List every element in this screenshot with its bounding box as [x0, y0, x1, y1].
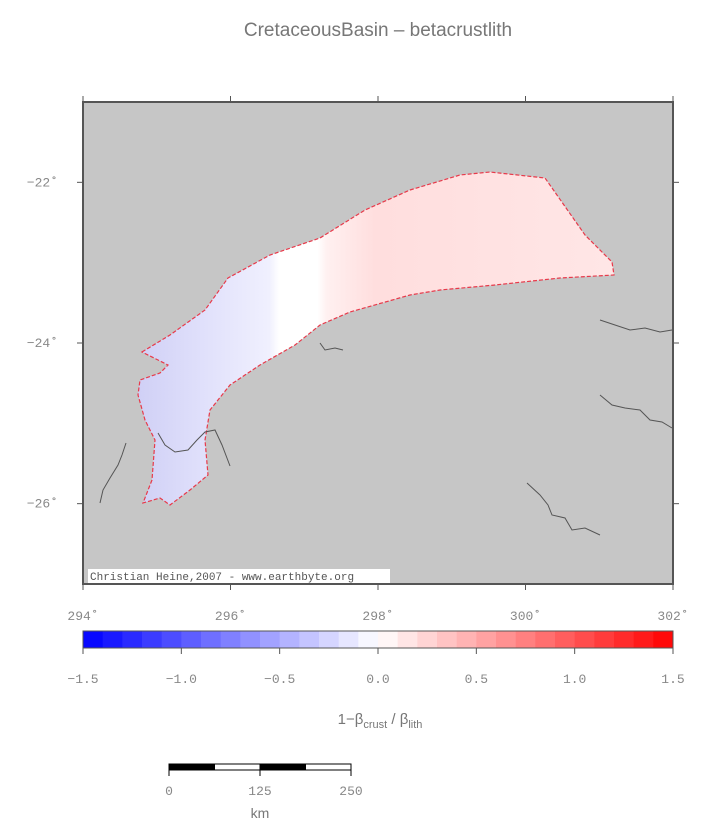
- lon-label: 296˚: [215, 609, 246, 624]
- scale-segment: [168, 763, 215, 771]
- colorbar-cell: [299, 631, 320, 648]
- colorbar-cell: [476, 631, 497, 648]
- colorbar-tick-label: 0.0: [366, 672, 389, 687]
- colorbar-cell: [417, 631, 438, 648]
- basin: [137, 171, 615, 506]
- colorbar-cell: [83, 631, 104, 648]
- colorbar-cell: [122, 631, 143, 648]
- credit: Christian Heine,2007 - www.earthbyte.org: [90, 572, 354, 584]
- label-part: / β: [387, 711, 409, 728]
- colorbar-cell: [220, 631, 241, 648]
- title: CretaceousBasin – betacrustlith: [244, 20, 512, 41]
- scale-label: 125: [248, 784, 271, 799]
- label-part: 1−β: [338, 711, 364, 728]
- colorbar-cell: [358, 631, 379, 648]
- colorbar-cell: [437, 631, 458, 648]
- colorbar-cell: [496, 631, 517, 648]
- colorbar-cell: [535, 631, 556, 648]
- colorbar-cell: [338, 631, 359, 648]
- colorbar-cell: [515, 631, 536, 648]
- colorbar-cell: [279, 631, 300, 648]
- scale-label: 250: [339, 784, 362, 799]
- lon-label: 300˚: [510, 609, 541, 624]
- colorbar-cell: [653, 631, 674, 648]
- scale-label: 0: [165, 784, 173, 799]
- lat-label: −22˚: [27, 175, 58, 190]
- colorbar-cell: [633, 631, 654, 648]
- lat-label: −26˚: [27, 497, 58, 512]
- colorbar-cell: [574, 631, 595, 648]
- colorbar-tick-label: 1.5: [661, 672, 684, 687]
- colorbar-cell: [456, 631, 477, 648]
- colorbar-cell: [397, 631, 418, 648]
- colorbar-cell: [240, 631, 261, 648]
- label-sub: crust: [363, 719, 387, 731]
- colorbar-cell: [142, 631, 163, 648]
- colorbar-tick-label: 1.0: [563, 672, 586, 687]
- colorbar-label: 1−βcrust / βlith: [338, 711, 423, 731]
- colorbar-tick-label: 0.5: [465, 672, 488, 687]
- credit-box: [88, 569, 390, 583]
- coastlines: [99, 319, 673, 536]
- scale-segment: [259, 763, 306, 771]
- colorbar-tick-label: −1.5: [67, 672, 98, 687]
- colorbar-cell: [260, 631, 281, 648]
- colorbar-cell: [319, 631, 340, 648]
- lon-label: 294˚: [67, 609, 98, 624]
- colorbar-cell: [594, 631, 615, 648]
- colorbar-cell: [102, 631, 123, 648]
- lat-label: −24˚: [27, 336, 58, 351]
- colorbar-tick-label: −1.0: [166, 672, 197, 687]
- scale-unit: km: [251, 805, 270, 821]
- colorbar-cell: [378, 631, 399, 648]
- lon-label: 302˚: [657, 609, 688, 624]
- label-sub: lith: [408, 719, 422, 731]
- colorbar-cell: [201, 631, 222, 648]
- scale-segment: [214, 763, 261, 771]
- lon-label: 298˚: [362, 609, 393, 624]
- colorbar-cell: [181, 631, 202, 648]
- colorbar-cell: [614, 631, 635, 648]
- colorbar-cell: [555, 631, 576, 648]
- colorbar-tick-label: −0.5: [264, 672, 295, 687]
- scale-segment: [305, 763, 352, 771]
- colorbar-cell: [161, 631, 182, 648]
